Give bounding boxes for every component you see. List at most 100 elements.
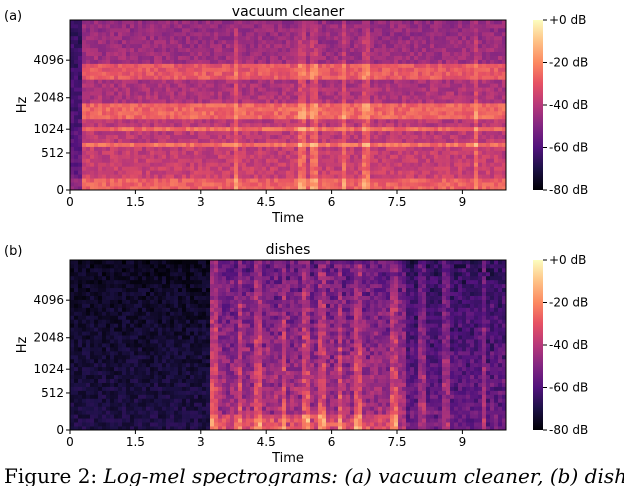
heatmap-cell (158, 91, 163, 96)
heatmap-cell (74, 79, 79, 84)
heatmap-cell (342, 150, 347, 155)
heatmap-cell (70, 346, 75, 352)
heatmap-cell (370, 170, 375, 175)
heatmap-cell (458, 166, 463, 171)
heatmap-cell (478, 126, 483, 132)
heatmap-cell (306, 71, 311, 76)
heatmap-cell (398, 51, 403, 56)
heatmap-cell (202, 130, 207, 136)
heatmap-cell (326, 178, 331, 183)
heatmap-cell (138, 67, 143, 72)
heatmap-cell (286, 106, 291, 112)
heatmap-cell (306, 182, 311, 187)
heatmap-cell (110, 99, 115, 104)
heatmap-cell (458, 150, 463, 155)
heatmap-cell (242, 178, 247, 183)
heatmap-cell (174, 39, 179, 45)
heatmap-cell (322, 138, 327, 143)
heatmap-cell (74, 295, 79, 300)
heatmap-cell (446, 35, 451, 41)
heatmap-cell (118, 71, 123, 76)
heatmap-cell (218, 182, 223, 187)
heatmap-cell (398, 118, 403, 124)
heatmap-cell (126, 118, 131, 124)
heatmap-cell (298, 43, 303, 49)
heatmap-cell (194, 146, 199, 151)
heatmap-cell (450, 47, 455, 53)
heatmap-cell (450, 142, 455, 147)
heatmap-cell (234, 67, 239, 72)
heatmap-cell (110, 138, 115, 143)
heatmap-cell (118, 162, 123, 167)
heatmap-cell (374, 186, 379, 191)
heatmap-cell (222, 55, 227, 60)
heatmap-cell (258, 103, 263, 108)
heatmap-cell (426, 91, 431, 96)
heatmap-cell (254, 79, 259, 84)
heatmap-cell (314, 43, 319, 49)
heatmap-cell (494, 110, 499, 116)
heatmap-cell (218, 178, 223, 183)
heatmap-cell (70, 126, 75, 132)
heatmap-cell (166, 99, 171, 104)
heatmap-cell (178, 67, 183, 72)
heatmap-cell (146, 114, 151, 120)
heatmap-cell (406, 154, 411, 159)
heatmap-cell (146, 142, 151, 147)
heatmap-cell (194, 166, 199, 171)
heatmap-cell (126, 106, 131, 112)
heatmap-cell (406, 166, 411, 171)
heatmap-cell (182, 20, 187, 25)
heatmap-cell (82, 331, 87, 336)
heatmap-cell (382, 95, 387, 100)
heatmap-cell (494, 158, 499, 163)
heatmap-cell (294, 87, 299, 92)
heatmap-cell (190, 138, 195, 143)
heatmap-cell (110, 142, 115, 147)
heatmap-cell (306, 150, 311, 155)
heatmap-cell (338, 43, 343, 49)
heatmap-cell (110, 95, 115, 100)
heatmap-cell (362, 43, 367, 49)
heatmap-cell (386, 99, 391, 104)
heatmap-cell (90, 358, 95, 364)
heatmap-cell (226, 35, 231, 41)
heatmap-cell (414, 170, 419, 175)
heatmap-cell (74, 394, 79, 399)
heatmap-cell (494, 55, 499, 60)
heatmap-cell (278, 55, 283, 60)
heatmap-cell (498, 55, 503, 60)
heatmap-cell (338, 174, 343, 179)
heatmap-cell (86, 174, 91, 179)
heatmap-cell (386, 162, 391, 167)
heatmap-cell (194, 27, 199, 33)
heatmap-cell (486, 178, 491, 183)
heatmap-cell (438, 114, 443, 120)
heatmap-cell (250, 91, 255, 96)
heatmap-cell (446, 55, 451, 60)
heatmap-cell (366, 103, 371, 108)
heatmap-cell (294, 51, 299, 56)
heatmap-cell (286, 134, 291, 139)
heatmap-cell (294, 75, 299, 80)
heatmap-cell (86, 158, 91, 163)
heatmap-cell (238, 63, 243, 68)
heatmap-cell (338, 134, 343, 139)
heatmap-cell (314, 182, 319, 187)
heatmap-cell (358, 130, 363, 136)
heatmap-cell (286, 166, 291, 171)
heatmap-cell (142, 166, 147, 171)
heatmap-cell (142, 182, 147, 187)
heatmap-cell (350, 59, 355, 64)
heatmap-cell (422, 118, 427, 124)
heatmap-cell (162, 99, 167, 104)
heatmap-cell (486, 130, 491, 136)
heatmap-cell (462, 63, 467, 68)
heatmap-cell (374, 158, 379, 163)
heatmap-cell (478, 23, 483, 29)
heatmap-cell (278, 174, 283, 179)
heatmap-cell (114, 118, 119, 124)
heatmap-cell (198, 170, 203, 175)
heatmap-cell (274, 83, 279, 88)
heatmap-cell (370, 71, 375, 76)
